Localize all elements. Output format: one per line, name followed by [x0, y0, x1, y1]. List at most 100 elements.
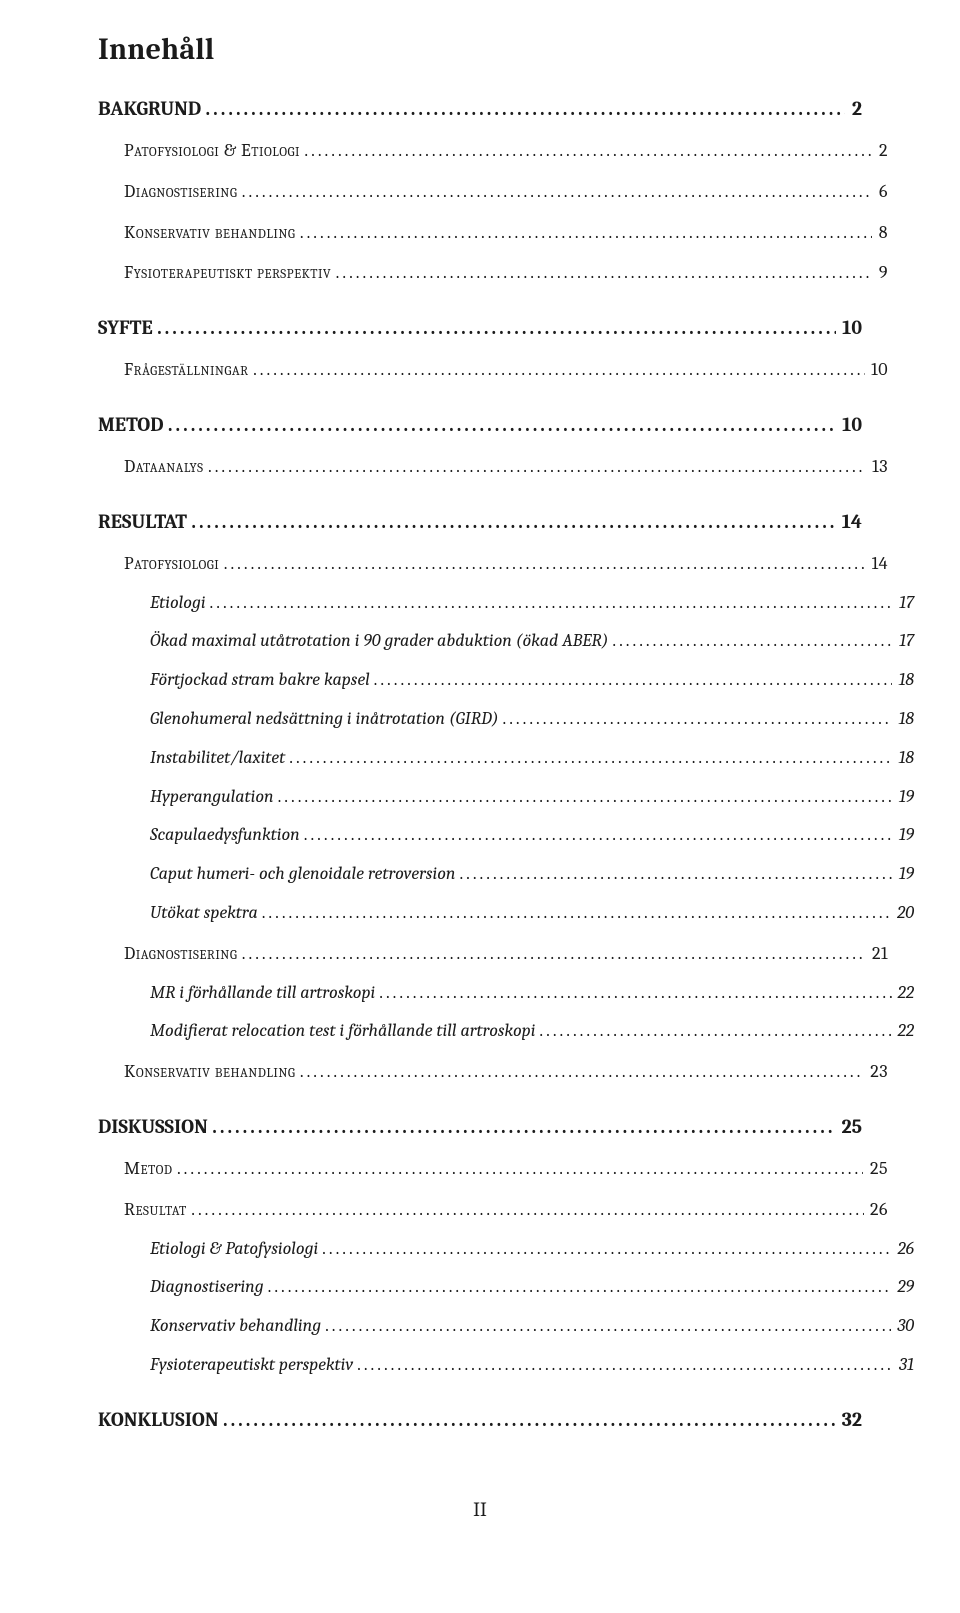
toc-entry-page: 2	[850, 93, 862, 125]
toc-entry: Konservativ behandling 30	[150, 1312, 914, 1341]
toc-entry-label: Diagnostisering	[124, 178, 237, 207]
toc-entry-page: 19	[897, 860, 914, 889]
toc-entry: Diagnostisering 21	[124, 940, 888, 969]
toc-entry: Förtjockad stram bakre kapsel 18	[150, 666, 914, 695]
toc-leader	[224, 550, 865, 579]
toc-entry-label: Konservativ behandling	[124, 1058, 295, 1087]
toc-entry-label: Fysioterapeutiskt perspektiv	[124, 259, 331, 288]
toc-entry-label: Ökad maximal utåtrotation i 90 grader ab…	[150, 627, 608, 656]
toc-entry: Diagnostisering 6	[124, 178, 888, 207]
toc-entry-page: 26	[868, 1196, 888, 1225]
toc-entry: Konservativ behandling 23	[124, 1058, 888, 1087]
toc-entry-label: Modifierat relocation test i förhållande…	[150, 1017, 535, 1046]
toc-entry-page: 22	[895, 1017, 914, 1046]
toc-leader	[322, 1235, 891, 1264]
toc-entry: Glenohumeral nedsättning i inåtrotation …	[150, 705, 914, 734]
toc-entry: Utökat spektra 20	[150, 899, 914, 928]
toc-entry-page: 20	[895, 899, 914, 928]
toc-entry-label: RESULTAT	[98, 506, 187, 538]
toc-entry-page: 21	[870, 940, 888, 969]
toc-leader	[539, 1017, 891, 1046]
toc-leader	[191, 1196, 863, 1225]
toc-entry-page: 25	[868, 1155, 888, 1184]
toc-leader	[168, 409, 836, 441]
toc-entry-page: 2	[877, 137, 888, 166]
toc-leader	[177, 1155, 864, 1184]
toc-entry-page: 14	[870, 550, 888, 579]
toc-entry: Etiologi & Patofysiologi 26	[150, 1235, 914, 1264]
toc-leader	[206, 93, 846, 125]
page-number: II	[98, 1498, 862, 1521]
toc-entry-label: Etiologi & Patofysiologi	[150, 1235, 318, 1264]
toc-entry: Dataanalys 13	[124, 453, 888, 482]
toc-entry-page: 10	[869, 356, 888, 385]
toc-entry-label: Dataanalys	[124, 453, 204, 482]
toc-entry-page: 32	[840, 1404, 862, 1436]
toc-entry-label: Hyperangulation	[150, 783, 274, 812]
toc-entry: Hyperangulation 19	[150, 783, 914, 812]
toc-leader	[242, 178, 873, 207]
toc-entry-page: 19	[897, 783, 914, 812]
toc-entry-label: KONKLUSION	[98, 1404, 219, 1436]
toc-entry-label: BAKGRUND	[98, 93, 201, 125]
toc-entry-label: Instabilitet/laxitet	[150, 744, 285, 773]
toc-leader	[503, 705, 893, 734]
toc-entry: Etiologi 17	[150, 589, 914, 618]
toc-entry-label: Konservativ behandling	[124, 219, 295, 248]
toc-entry-label: Patofysiologi & Etiologi	[124, 137, 300, 166]
toc-leader	[612, 627, 893, 656]
toc-entry-label: METOD	[98, 409, 163, 441]
toc-entry: Frågeställningar 10	[124, 356, 888, 385]
toc-leader	[262, 899, 891, 928]
toc-entry-page: 18	[896, 666, 914, 695]
toc-entry: RESULTAT 14	[98, 506, 862, 538]
toc-entry-label: Fysioterapeutiskt perspektiv	[150, 1351, 353, 1380]
toc-entry: KONKLUSION 32	[98, 1404, 862, 1436]
toc-entry: METOD 10	[98, 409, 862, 441]
toc-entry: Modifierat relocation test i förhållande…	[150, 1017, 914, 1046]
toc-entry-page: 26	[895, 1235, 914, 1264]
toc-entry-label: Resultat	[124, 1196, 187, 1225]
toc-entry: SYFTE 10	[98, 312, 862, 344]
toc-entry: BAKGRUND 2	[98, 93, 862, 125]
toc-leader	[223, 1404, 835, 1436]
toc-entry: Instabilitet/laxitet 18	[150, 744, 914, 773]
toc-entry-label: Förtjockad stram bakre kapsel	[150, 666, 370, 695]
toc-entry-label: Diagnostisering	[124, 940, 237, 969]
toc-entry-label: Patofysiologi	[124, 550, 219, 579]
toc-entry: Patofysiologi 14	[124, 550, 888, 579]
toc-entry-page: 6	[877, 178, 888, 207]
toc-entry-label: Caput humeri- och glenoidale retroversio…	[150, 860, 455, 889]
toc-leader	[379, 979, 891, 1008]
toc-entry: Patofysiologi & Etiologi 2	[124, 137, 888, 166]
toc-leader	[268, 1273, 892, 1302]
toc-entry: DISKUSSION 25	[98, 1111, 862, 1143]
toc-entry: Konservativ behandling 8	[124, 219, 888, 248]
toc-leader	[300, 219, 872, 248]
toc-leader	[459, 860, 892, 889]
toc-entry: Fysioterapeutiskt perspektiv 31	[150, 1351, 914, 1380]
toc-entry-page: 18	[896, 705, 914, 734]
toc-entry: Metod 25	[124, 1155, 888, 1184]
toc-page: Innehåll BAKGRUND 2Patofysiologi & Etiol…	[0, 0, 960, 1561]
toc-entry-label: Metod	[124, 1155, 172, 1184]
toc-entry-label: MR i förhållande till artroskopi	[150, 979, 375, 1008]
toc-entry-page: 8	[877, 219, 888, 248]
toc-entry-page: 29	[895, 1273, 914, 1302]
toc-entry: Fysioterapeutiskt perspektiv 9	[124, 259, 888, 288]
toc-leader	[157, 312, 836, 344]
toc-entry-label: Utökat spektra	[150, 899, 258, 928]
toc-entry-label: Scapulaedysfunktion	[150, 821, 300, 850]
toc-title: Innehåll	[98, 32, 862, 67]
toc-entry-page: 14	[840, 506, 862, 538]
toc-leader	[304, 137, 872, 166]
toc-entry-label: Konservativ behandling	[150, 1312, 321, 1341]
toc-leader	[278, 783, 893, 812]
toc-entry-page: 30	[895, 1312, 914, 1341]
toc-entry-label: Frågeställningar	[124, 356, 249, 385]
toc-leader	[242, 940, 866, 969]
toc-leader	[336, 259, 873, 288]
toc-leader	[325, 1312, 891, 1341]
toc-entry: Caput humeri- och glenoidale retroversio…	[150, 860, 914, 889]
toc-entry-page: 13	[870, 453, 888, 482]
